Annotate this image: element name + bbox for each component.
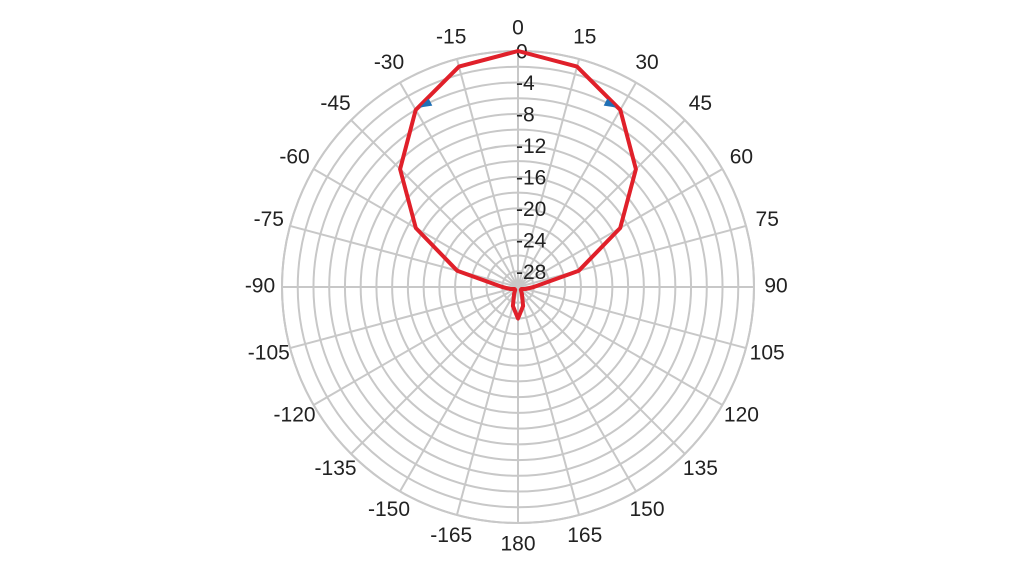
theta-tick-label: -135 <box>315 457 357 480</box>
spoke <box>313 286 519 406</box>
r-tick-label: -28 <box>516 261 546 284</box>
theta-tick-label: -150 <box>368 498 410 521</box>
theta-tick-label: -120 <box>274 404 316 427</box>
marker <box>603 98 617 108</box>
theta-tick-label: -60 <box>279 146 309 169</box>
theta-tick-label: 60 <box>730 146 753 169</box>
theta-tick-label: 135 <box>683 457 718 480</box>
theta-tick-label: -75 <box>254 208 284 231</box>
theta-tick-label: -15 <box>436 25 466 48</box>
spoke <box>517 58 581 288</box>
spoke <box>350 286 519 455</box>
theta-tick-label: -30 <box>374 51 404 74</box>
theta-tick-label: 120 <box>724 404 759 427</box>
theta-tick-label: 75 <box>756 208 779 231</box>
r-tick-label: -20 <box>516 198 546 221</box>
theta-tick-label: 90 <box>764 275 787 298</box>
theta-tick-label: -165 <box>430 524 472 547</box>
spoke <box>289 286 519 350</box>
spoke <box>517 82 637 288</box>
theta-tick-label: -90 <box>245 275 275 298</box>
pattern-line <box>398 49 638 321</box>
theta-tick-label: -45 <box>320 92 350 115</box>
theta-tick-label: 45 <box>689 92 712 115</box>
theta-tick-label: 0 <box>512 17 524 40</box>
theta-tick-label: 15 <box>573 25 596 48</box>
spoke <box>517 286 637 492</box>
marker <box>419 98 433 108</box>
r-tick-label: -12 <box>516 135 546 158</box>
spoke <box>455 286 519 516</box>
spoke <box>455 58 519 288</box>
theta-tick-label: -105 <box>248 341 290 364</box>
theta-tick-label: 180 <box>500 533 535 556</box>
spoke <box>350 119 519 288</box>
spoke <box>517 286 723 406</box>
r-tick-label: -8 <box>516 103 535 126</box>
spoke <box>399 82 519 288</box>
spoke <box>517 286 686 455</box>
r-tick-label: -4 <box>516 72 535 95</box>
spoke <box>517 286 581 516</box>
theta-tick-label: 30 <box>635 51 658 74</box>
theta-tick-label: 165 <box>567 524 602 547</box>
spoke <box>517 286 747 350</box>
r-tick-label: -16 <box>516 166 546 189</box>
theta-tick-label: 150 <box>629 498 664 521</box>
theta-tick-label: 105 <box>750 341 785 364</box>
spoke <box>517 119 686 288</box>
spoke <box>399 286 519 492</box>
r-tick-label: -24 <box>516 229 547 252</box>
